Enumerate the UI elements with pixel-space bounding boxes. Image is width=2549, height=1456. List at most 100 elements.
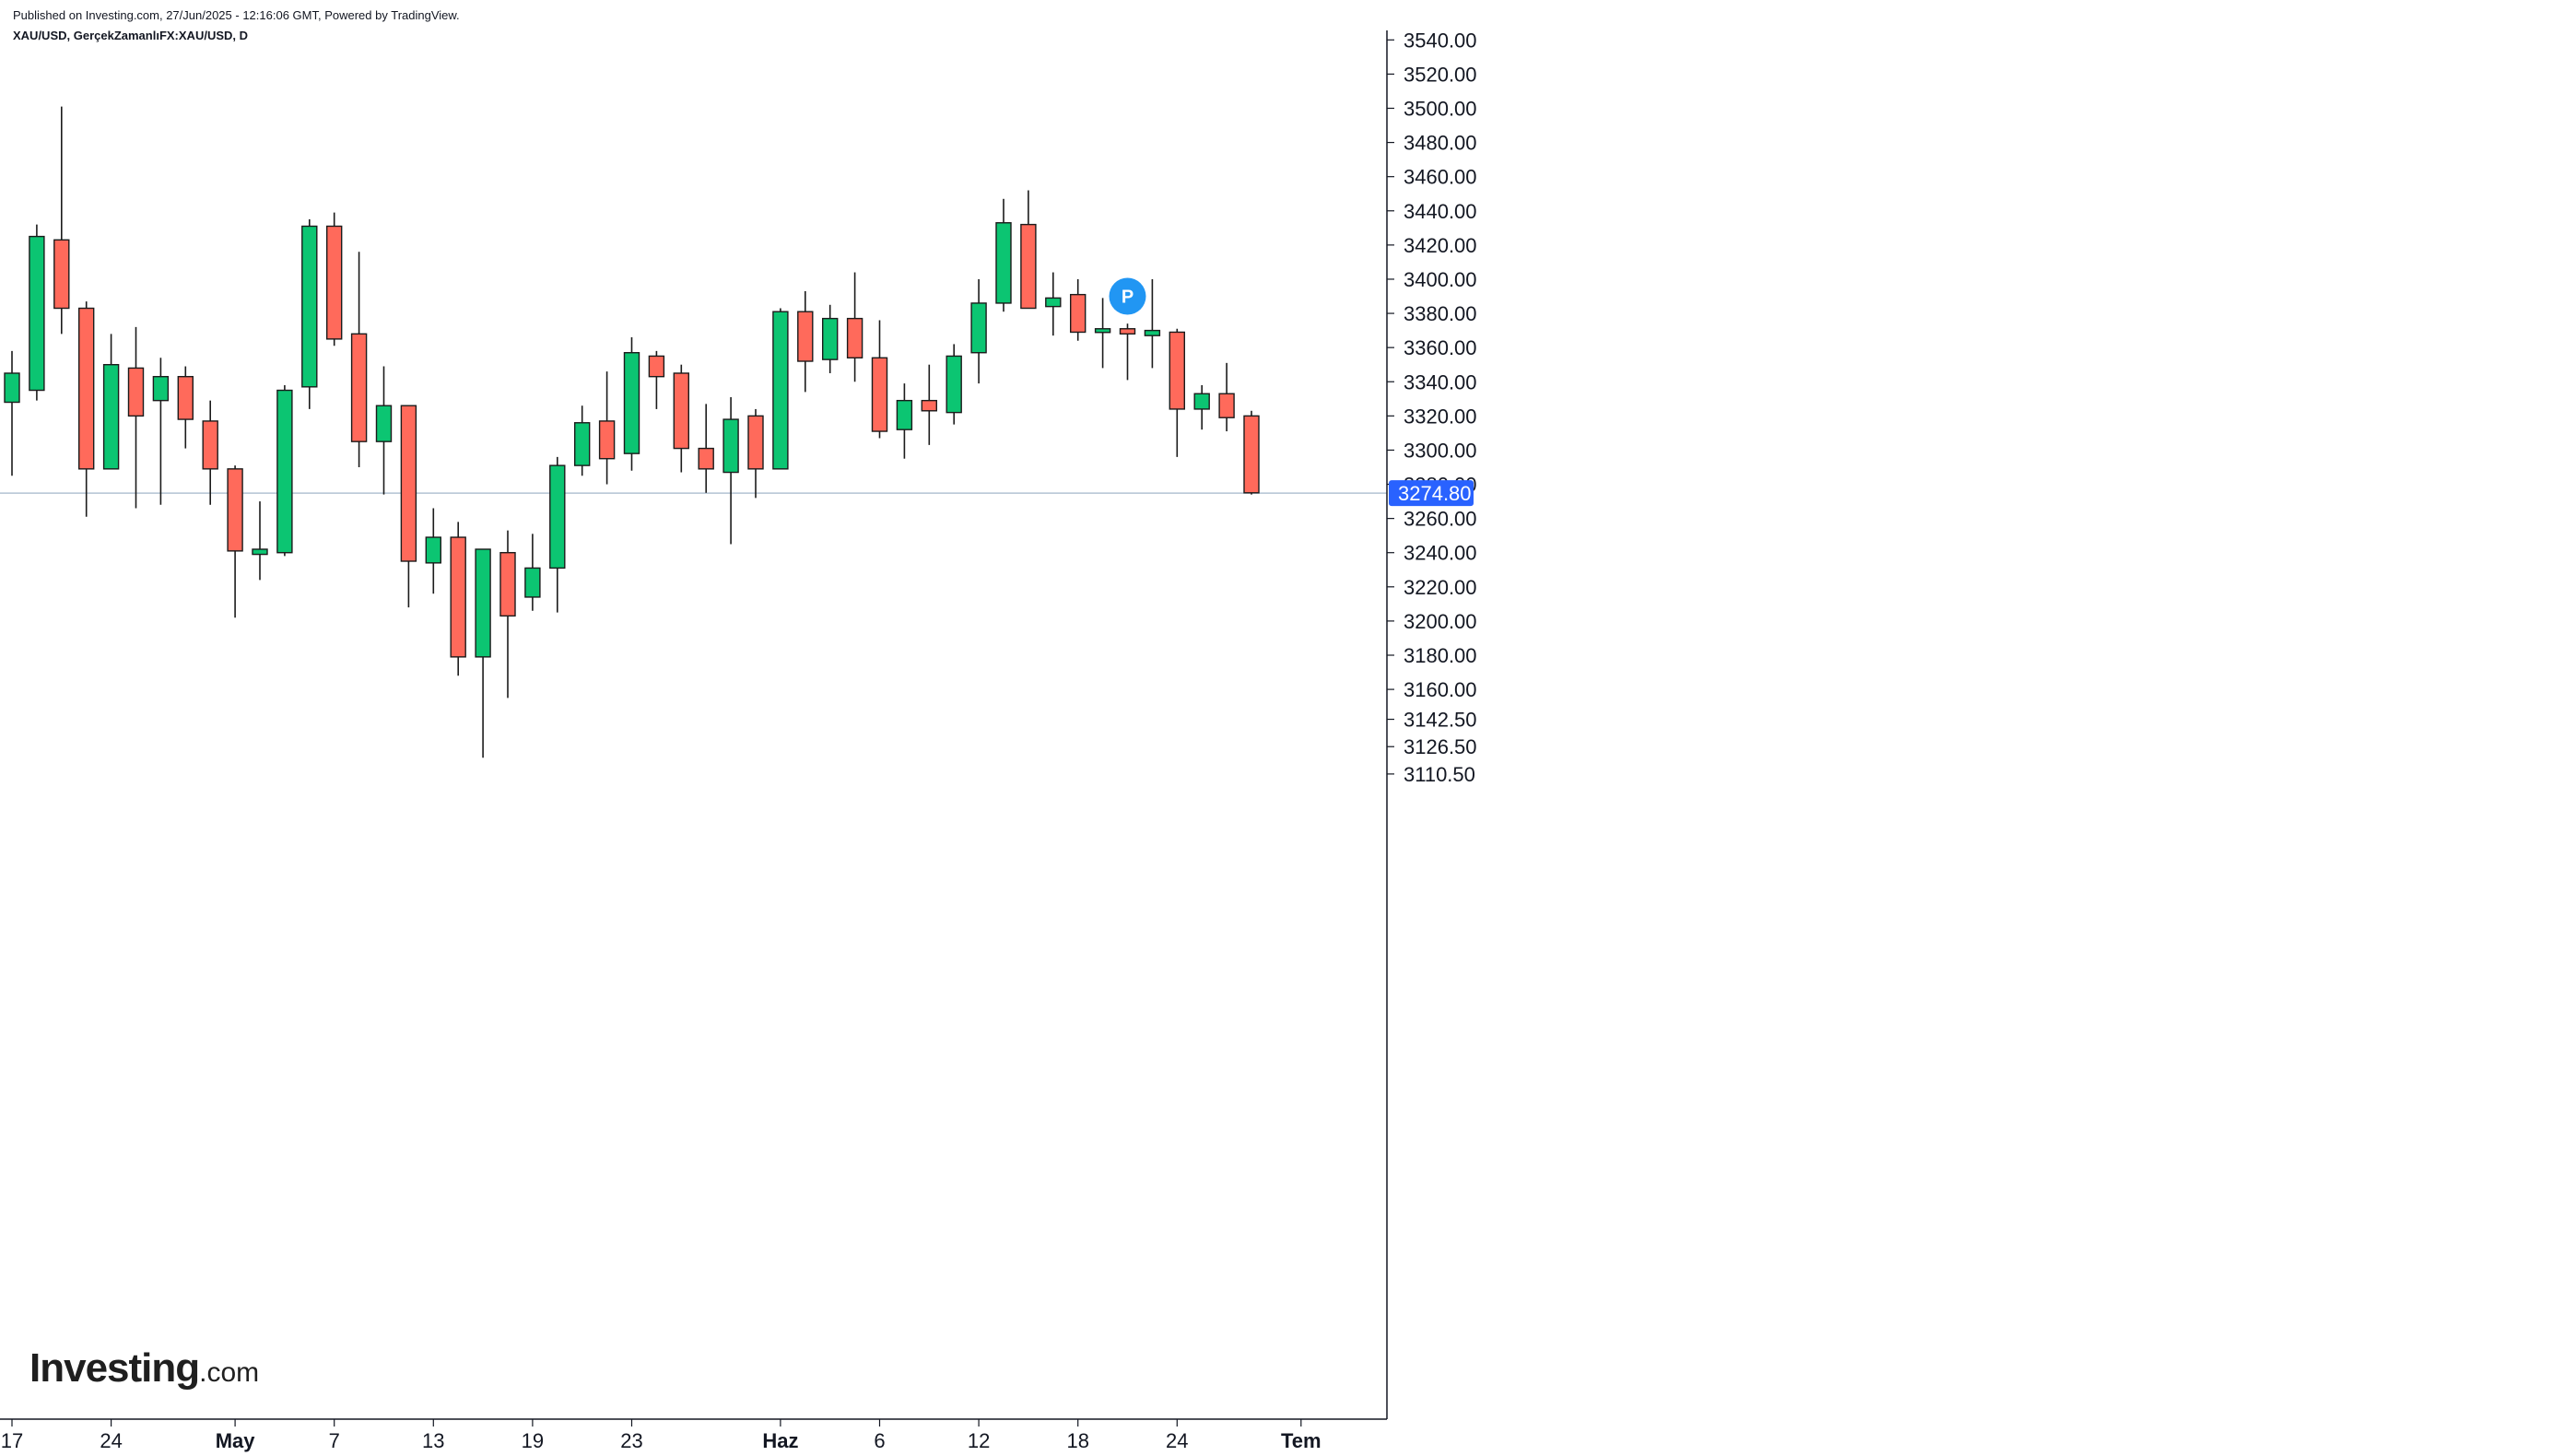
candle[interactable]	[450, 522, 466, 676]
candle[interactable]	[1045, 272, 1062, 336]
candle[interactable]	[648, 350, 665, 409]
x-tick-label[interactable]: Haz	[762, 1429, 798, 1452]
y-tick-label[interactable]: 3110.50	[1404, 763, 1475, 786]
y-tick-label[interactable]: 3520.00	[1404, 63, 1477, 86]
candle[interactable]	[53, 106, 70, 335]
candle[interactable]	[772, 308, 789, 470]
y-tick-label[interactable]: 3220.00	[1404, 576, 1477, 599]
candle[interactable]	[102, 334, 120, 470]
y-tick-label[interactable]: 3500.00	[1404, 98, 1477, 121]
y-tick-label[interactable]: 3380.00	[1404, 302, 1477, 325]
candle-body-down	[871, 357, 888, 432]
x-tick-label[interactable]: 7	[329, 1429, 340, 1452]
candle[interactable]	[326, 212, 343, 346]
candle[interactable]	[921, 364, 937, 445]
x-tick-label[interactable]: 12	[968, 1429, 990, 1452]
candle[interactable]	[375, 366, 393, 495]
y-tick-label[interactable]: 3360.00	[1404, 336, 1477, 359]
candle[interactable]	[400, 405, 417, 608]
p-marker[interactable]: P	[1109, 277, 1146, 315]
candle[interactable]	[1144, 278, 1161, 369]
candle[interactable]	[846, 272, 863, 382]
x-tick-label[interactable]: May	[216, 1429, 256, 1452]
y-tick-label[interactable]: 3180.00	[1404, 644, 1477, 667]
y-tick-label[interactable]: 3440.00	[1404, 200, 1477, 223]
candle[interactable]	[1069, 278, 1087, 341]
candle[interactable]	[995, 198, 1012, 312]
candle[interactable]	[797, 290, 814, 393]
candle[interactable]	[202, 400, 218, 505]
candle-body-up	[970, 302, 987, 354]
candle[interactable]	[1094, 298, 1111, 369]
candle[interactable]	[227, 465, 243, 618]
candle[interactable]	[475, 548, 491, 758]
candle[interactable]	[499, 530, 516, 699]
x-tick-label[interactable]: 17	[1, 1429, 23, 1452]
candle[interactable]	[276, 384, 293, 557]
y-tick-label[interactable]: 3420.00	[1404, 234, 1477, 257]
candle[interactable]	[1193, 384, 1210, 430]
candle[interactable]	[152, 358, 170, 505]
candle[interactable]	[127, 326, 145, 509]
candle[interactable]	[1243, 410, 1260, 495]
x-tick-label[interactable]: 18	[1066, 1429, 1088, 1452]
candle[interactable]	[747, 408, 764, 499]
candle[interactable]	[574, 405, 591, 476]
symbol-line[interactable]: XAU/USD, GerçekZamanlıFX:XAU/USD, D	[13, 29, 249, 42]
candle[interactable]	[623, 337, 640, 471]
candle[interactable]	[524, 534, 541, 611]
candle[interactable]	[301, 219, 318, 409]
x-tick-label[interactable]: 19	[522, 1429, 544, 1452]
y-tick-label[interactable]: 3320.00	[1404, 405, 1477, 428]
x-tick-label[interactable]: 24	[1166, 1429, 1188, 1452]
candle[interactable]	[822, 304, 839, 373]
candle[interactable]	[970, 278, 987, 384]
x-tick-label[interactable]: 13	[422, 1429, 444, 1452]
x-tick-label[interactable]: 6	[874, 1429, 885, 1452]
y-tick-label[interactable]: 3480.00	[1404, 132, 1477, 155]
y-tick-label[interactable]: 3460.00	[1404, 166, 1477, 189]
y-tick-label[interactable]: 3142.50	[1404, 709, 1477, 732]
y-tick-label[interactable]: 3540.00	[1404, 29, 1477, 52]
y-tick-label[interactable]: 3400.00	[1404, 268, 1477, 291]
y-axis-ticks[interactable]: 3540.00 3520.00 3500.00 3480.00 3460.00 3440.…	[1387, 29, 1477, 786]
candle-body-up	[623, 352, 640, 454]
candle[interactable]	[1169, 328, 1186, 457]
candle[interactable]	[698, 404, 714, 493]
y-tick-label[interactable]: 3260.00	[1404, 508, 1477, 531]
y-tick-label[interactable]: 3340.00	[1404, 370, 1477, 393]
candle[interactable]	[1218, 362, 1235, 432]
candle-body-up	[896, 399, 913, 430]
candle[interactable]	[549, 456, 566, 613]
candle[interactable]	[598, 371, 616, 485]
x-tick-label[interactable]: 24	[100, 1429, 122, 1452]
candle[interactable]	[4, 350, 20, 476]
candle[interactable]	[946, 344, 962, 425]
candle[interactable]	[871, 320, 888, 439]
candle[interactable]	[722, 396, 739, 545]
candle[interactable]	[29, 224, 45, 401]
candle-body-down	[673, 372, 689, 450]
candle[interactable]	[77, 301, 95, 517]
candle[interactable]	[350, 252, 368, 467]
marker-layer[interactable]: P	[1109, 277, 1146, 315]
y-tick-label[interactable]: 3300.00	[1404, 439, 1477, 462]
y-tick-label[interactable]: 3240.00	[1404, 542, 1477, 565]
candle[interactable]	[673, 364, 689, 473]
candle[interactable]	[1020, 190, 1037, 310]
candles-layer[interactable]	[4, 106, 1260, 758]
candle-body-up	[301, 225, 318, 388]
x-tick-label[interactable]: Tem	[1281, 1429, 1321, 1452]
p-marker-circle	[1109, 277, 1146, 315]
candle[interactable]	[252, 501, 268, 581]
x-tick-label[interactable]: 23	[620, 1429, 642, 1452]
x-axis-ticks[interactable]: 17 24 May 7 13 19 23 Haz 6 12 18 24 Tem	[1, 1419, 1321, 1452]
candle[interactable]	[896, 383, 913, 459]
y-tick-label[interactable]: 3126.50	[1404, 735, 1477, 758]
candle[interactable]	[425, 508, 441, 594]
candle[interactable]	[1119, 323, 1136, 381]
y-tick-label[interactable]: 3160.00	[1404, 678, 1477, 701]
candle[interactable]	[177, 366, 194, 449]
y-tick-label[interactable]: 3200.00	[1404, 610, 1477, 633]
